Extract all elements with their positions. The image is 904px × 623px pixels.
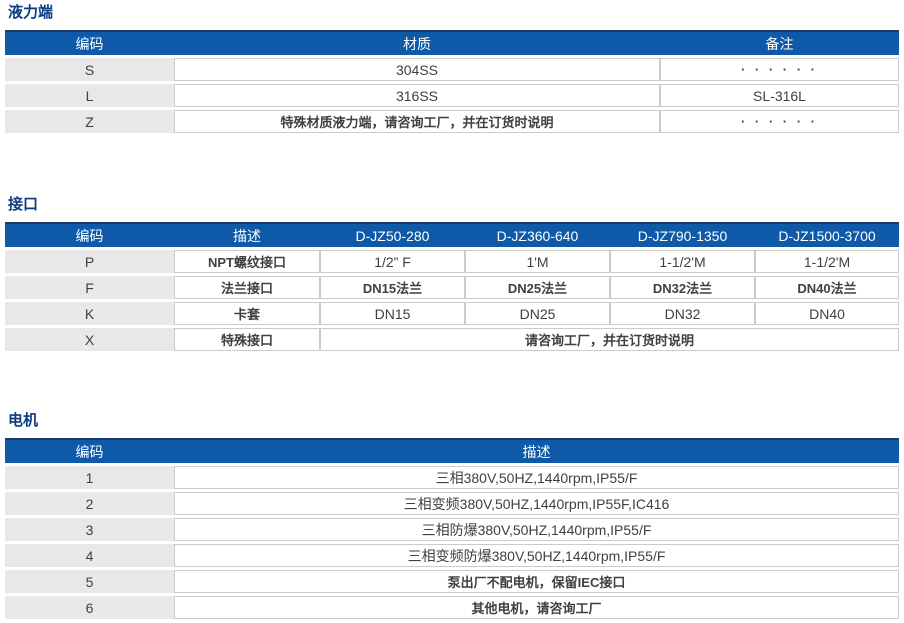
description-cell: 卡套 (174, 302, 320, 325)
description-cell: 三相变频380V,50HZ,1440rpm,IP55F,IC416 (174, 492, 899, 515)
code-cell: 6 (5, 596, 174, 619)
code-cell: 4 (5, 544, 174, 567)
table-row: 1 三相380V,50HZ,1440rpm,IP55/F (5, 466, 899, 489)
column-header-material: 材质 (174, 30, 660, 55)
section-title-motor: 电机 (8, 412, 39, 429)
column-header-code: 编码 (5, 30, 174, 55)
description-cell: 泵出厂不配电机，保留IEC接口 (174, 570, 899, 593)
value-cell: DN15 (320, 302, 465, 325)
column-header-description: 描述 (174, 222, 320, 247)
code-cell: F (5, 276, 174, 299)
table-row: 5 泵出厂不配电机，保留IEC接口 (5, 570, 899, 593)
value-cell: DN40 (755, 302, 899, 325)
remark-cell: · · · · · · (660, 110, 899, 133)
motor-table: 编码 描述 1 三相380V,50HZ,1440rpm,IP55/F 2 三相变… (5, 435, 899, 622)
column-header-code: 编码 (5, 438, 174, 463)
column-header-model-4: D-JZ1500-3700 (755, 222, 899, 247)
table-row: 6 其他电机，请咨询工厂 (5, 596, 899, 619)
value-cell: 1-1/2'M (755, 250, 899, 273)
value-cell: DN40法兰 (755, 276, 899, 299)
description-cell: NPT螺纹接口 (174, 250, 320, 273)
table-row: 2 三相变频380V,50HZ,1440rpm,IP55F,IC416 (5, 492, 899, 515)
value-cell: DN25 (465, 302, 610, 325)
value-cell: DN32法兰 (610, 276, 755, 299)
code-cell: P (5, 250, 174, 273)
hydraulic-end-table: 编码 材质 备注 S 304SS · · · · · · L 316SS SL-… (5, 27, 899, 136)
port-table: 编码 描述 D-JZ50-280 D-JZ360-640 D-JZ790-135… (5, 219, 899, 354)
section-hydraulic-end: 液力端 编码 材质 备注 S 304SS · · · · · · L (5, 4, 899, 136)
table-row: Z 特殊材质液力端，请咨询工厂，并在订货时说明 · · · · · · (5, 110, 899, 133)
value-cell: 1/2” F (320, 250, 465, 273)
section-title-hydraulic-end: 液力端 (8, 4, 54, 21)
code-cell: S (5, 58, 174, 81)
header-row: 编码 描述 D-JZ50-280 D-JZ360-640 D-JZ790-135… (5, 222, 899, 247)
value-cell: DN25法兰 (465, 276, 610, 299)
section-motor: 电机 编码 描述 1 三相380V,50HZ,1440rpm,IP55/F 2 … (5, 412, 899, 622)
material-cell: 316SS (174, 84, 660, 107)
column-header-model-3: D-JZ790-1350 (610, 222, 755, 247)
code-cell: L (5, 84, 174, 107)
column-header-description: 描述 (174, 438, 899, 463)
section-title-port: 接口 (8, 196, 39, 213)
value-cell: 1'M (465, 250, 610, 273)
table-row: 4 三相变频防爆380V,50HZ,1440rpm,IP55/F (5, 544, 899, 567)
remark-cell: SL-316L (660, 84, 899, 107)
material-cell: 特殊材质液力端，请咨询工厂，并在订货时说明 (174, 110, 660, 133)
code-cell: 3 (5, 518, 174, 541)
code-cell: Z (5, 110, 174, 133)
description-cell: 三相380V,50HZ,1440rpm,IP55/F (174, 466, 899, 489)
description-cell: 其他电机，请咨询工厂 (174, 596, 899, 619)
code-cell: 5 (5, 570, 174, 593)
header-row: 编码 材质 备注 (5, 30, 899, 55)
section-port: 接口 编码 描述 D-JZ50-280 D-JZ360-640 D-JZ790-… (5, 196, 899, 354)
table-row: X 特殊接口 请咨询工厂，并在订货时说明 (5, 328, 899, 351)
table-row: P NPT螺纹接口 1/2” F 1'M 1-1/2'M 1-1/2'M (5, 250, 899, 273)
code-cell: 1 (5, 466, 174, 489)
value-cell: 1-1/2'M (610, 250, 755, 273)
code-cell: K (5, 302, 174, 325)
column-header-code: 编码 (5, 222, 174, 247)
table-row: K 卡套 DN15 DN25 DN32 DN40 (5, 302, 899, 325)
code-cell: X (5, 328, 174, 351)
value-cell: DN32 (610, 302, 755, 325)
header-row: 编码 描述 (5, 438, 899, 463)
remark-cell: · · · · · · (660, 58, 899, 81)
column-header-remark: 备注 (660, 30, 899, 55)
value-cell: DN15法兰 (320, 276, 465, 299)
code-cell: 2 (5, 492, 174, 515)
table-row: 3 三相防爆380V,50HZ,1440rpm,IP55/F (5, 518, 899, 541)
merged-note-cell: 请咨询工厂，并在订货时说明 (320, 328, 899, 351)
description-cell: 三相防爆380V,50HZ,1440rpm,IP55/F (174, 518, 899, 541)
table-row: L 316SS SL-316L (5, 84, 899, 107)
description-cell: 特殊接口 (174, 328, 320, 351)
table-row: F 法兰接口 DN15法兰 DN25法兰 DN32法兰 DN40法兰 (5, 276, 899, 299)
material-cell: 304SS (174, 58, 660, 81)
description-cell: 法兰接口 (174, 276, 320, 299)
table-row: S 304SS · · · · · · (5, 58, 899, 81)
column-header-model-1: D-JZ50-280 (320, 222, 465, 247)
description-cell: 三相变频防爆380V,50HZ,1440rpm,IP55/F (174, 544, 899, 567)
column-header-model-2: D-JZ360-640 (465, 222, 610, 247)
